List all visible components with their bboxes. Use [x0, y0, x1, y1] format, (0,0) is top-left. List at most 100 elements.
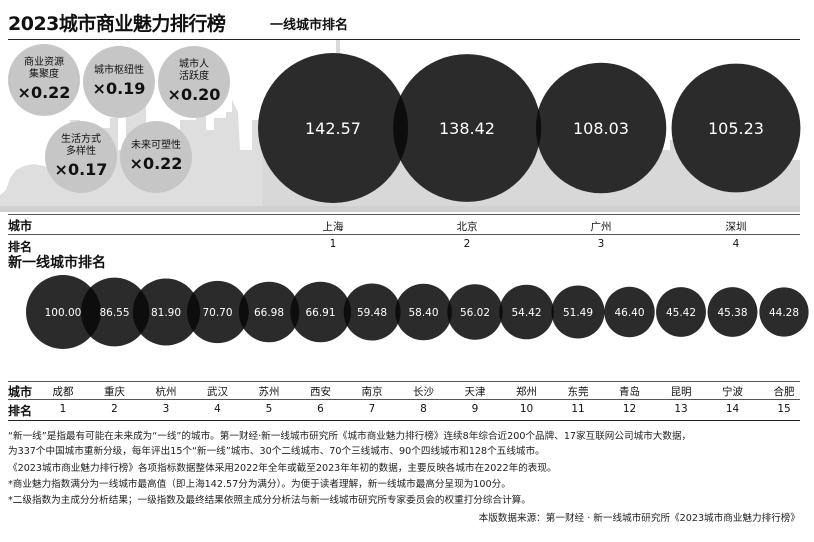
- note-line-5: *二级指数为主成分分析结果；一级指数及最终结果依照主成分分析法与新一线城市研究所…: [8, 495, 531, 506]
- new-tier1-rank-label: 3: [162, 403, 170, 415]
- tier1-city-row-label: 城市: [8, 219, 33, 233]
- new-tier1-bubble: [499, 284, 554, 340]
- new-tier1-value-label: 100.00: [45, 307, 82, 319]
- new-tier1-rank-label: 7: [368, 403, 376, 415]
- new-tier1-city-label: 青岛: [619, 386, 640, 398]
- new-tier1-rank-row-label: 排名: [8, 404, 33, 418]
- new-tier1-city-label: 南京: [361, 386, 383, 398]
- new-tier1-bubble: [707, 287, 758, 337]
- weight-circle: 城市人 活跃度 ×0.20: [158, 46, 230, 118]
- weight-label-line2: 多样性: [66, 146, 96, 157]
- new-tier1-city-label: 杭州: [155, 386, 177, 398]
- weight-label: 未来可塑性: [131, 140, 181, 151]
- new-tier1-rank-label: 10: [519, 403, 534, 415]
- new-tier1-city-label: 东莞: [567, 386, 589, 398]
- new-tier1-value-label: 45.42: [666, 307, 696, 319]
- new-tier1-value-label: 58.40: [408, 307, 438, 319]
- note-line-3: 《2023城市商业魅力排行榜》各项指标数据整体采用2022年全年或截至2023年…: [8, 463, 557, 474]
- weight-label: 商业资源: [24, 57, 64, 68]
- new-tier1-bubble-overlap: [132, 289, 150, 335]
- new-tier1-bubble: [343, 283, 401, 341]
- new-tier1-value-label: 86.55: [99, 307, 129, 319]
- tier1-rank-label: 3: [597, 238, 605, 250]
- tier1-bubble-overlap: [393, 95, 409, 161]
- title-divider: [8, 39, 800, 40]
- new-tier1-rank-label: 8: [420, 403, 427, 415]
- tier1-value-label: 142.57: [305, 119, 361, 138]
- new-tier1-city-label: 重庆: [104, 386, 125, 398]
- weight-label: 城市枢纽性: [94, 65, 144, 76]
- notes-divider: [8, 420, 800, 421]
- new-tier1-bubble-overlap: [395, 300, 401, 324]
- new-tier1-value-label: 56.02: [460, 307, 490, 319]
- new-tier1-city-row-label: 城市: [8, 385, 33, 399]
- note-line-2: 为337个中国城市重新分级，每年评出15个“新一线”城市、30个二线城市、70个…: [8, 446, 545, 457]
- new-tier1-value-label: 54.42: [511, 307, 541, 319]
- tier1-bubble-overlap: [536, 109, 542, 147]
- new-tier1-bubble-overlap: [499, 302, 503, 322]
- new-tier1-city-label: 昆明: [670, 386, 692, 398]
- weight-label: 生活方式: [61, 134, 101, 145]
- new-tier1-city-label: 合肥: [773, 386, 795, 398]
- new-tier1-city-label: 宁波: [722, 386, 743, 398]
- new-tier1-city-row-top: [8, 381, 800, 382]
- data-source: 本版数据来源：第一财经 · 新一线城市研究所《2023城市商业魅力排行榜》: [478, 513, 800, 524]
- new-tier1-rank-label: 11: [571, 403, 585, 415]
- tier1-bubble: [671, 63, 801, 193]
- new-tier1-rank-label: 12: [622, 403, 637, 415]
- new-tier1-city-label: 武汉: [207, 386, 228, 398]
- tier1-city-label: 上海: [322, 221, 344, 233]
- new-tier1-rank-label: 4: [214, 403, 221, 415]
- tier1-value-label: 108.03: [573, 119, 629, 138]
- new-tier1-city-label: 天津: [464, 386, 486, 398]
- tier1-city-row-bottom: [8, 234, 800, 235]
- new-tier1-bubble: [656, 287, 706, 337]
- new-tier1-bubble: [395, 283, 452, 341]
- tier1-city-label: 北京: [456, 221, 478, 233]
- tier1-value-label: 105.23: [708, 119, 764, 138]
- new-tier1-bubble: [290, 281, 351, 343]
- new-tier1-bubble: [186, 280, 249, 344]
- new-tier1-city-row-bottom: [8, 399, 800, 400]
- tier1-bubble: [393, 54, 541, 202]
- new-tier1-bubble: [80, 277, 149, 347]
- new-tier1-value-label: 46.40: [614, 307, 644, 319]
- new-tier1-bubble-overlap: [186, 292, 201, 332]
- weight-value: ×0.22: [17, 83, 71, 102]
- weight-circle: 生活方式 多样性 ×0.17: [45, 121, 117, 193]
- weight-label-line2: 活跃度: [179, 71, 209, 82]
- new-tier1-value-label: 66.98: [254, 307, 284, 319]
- weight-value: ×0.17: [54, 160, 108, 179]
- new-tier1-city-label: 长沙: [413, 386, 434, 398]
- note-line-1: “新一线”是指最有可能在未来成为“一线”的城市。第一财经·新一线城市研究所《城市…: [8, 431, 692, 442]
- new-tier1-bubble-overlap: [343, 297, 352, 327]
- new-tier1-bubble-overlap: [81, 287, 101, 337]
- new-tier1-rank-label: 1: [59, 403, 67, 415]
- new-tier1-bubble: [26, 275, 100, 349]
- tier1-value-label: 138.42: [439, 119, 495, 138]
- tier1-section-title: 一线城市排名: [270, 18, 349, 33]
- new-tier1-bubble: [551, 285, 605, 339]
- note-line-4: *商业魅力指数满分为一线城市最高值（即上海142.57分为满分）。为便于读者理解…: [8, 479, 511, 490]
- new-tier1-value-label: 45.38: [717, 307, 747, 319]
- new-tier1-city-label: 苏州: [258, 386, 280, 398]
- new-tier1-value-label: 81.90: [151, 307, 181, 319]
- new-tier1-bubble: [447, 284, 503, 340]
- new-tier1-value-label: 59.48: [357, 307, 387, 319]
- tier1-bubble: [535, 62, 667, 194]
- new-tier1-rank-label: 15: [777, 403, 791, 415]
- new-tier1-value-label: 66.91: [305, 307, 335, 319]
- new-tier1-rank-label: 9: [471, 403, 479, 415]
- new-tier1-value-label: 51.49: [563, 307, 593, 319]
- tier1-bubble: [258, 53, 408, 203]
- new-tier1-rank-label: 5: [265, 403, 273, 415]
- tier1-city-label: 广州: [590, 221, 612, 233]
- weight-value: ×0.22: [129, 154, 183, 173]
- new-tier1-bubble: [604, 286, 655, 338]
- new-tier1-section-title: 新一线城市排名: [8, 255, 106, 271]
- new-tier1-bubble: [759, 287, 809, 337]
- new-tier1-bubble-overlap: [551, 304, 554, 320]
